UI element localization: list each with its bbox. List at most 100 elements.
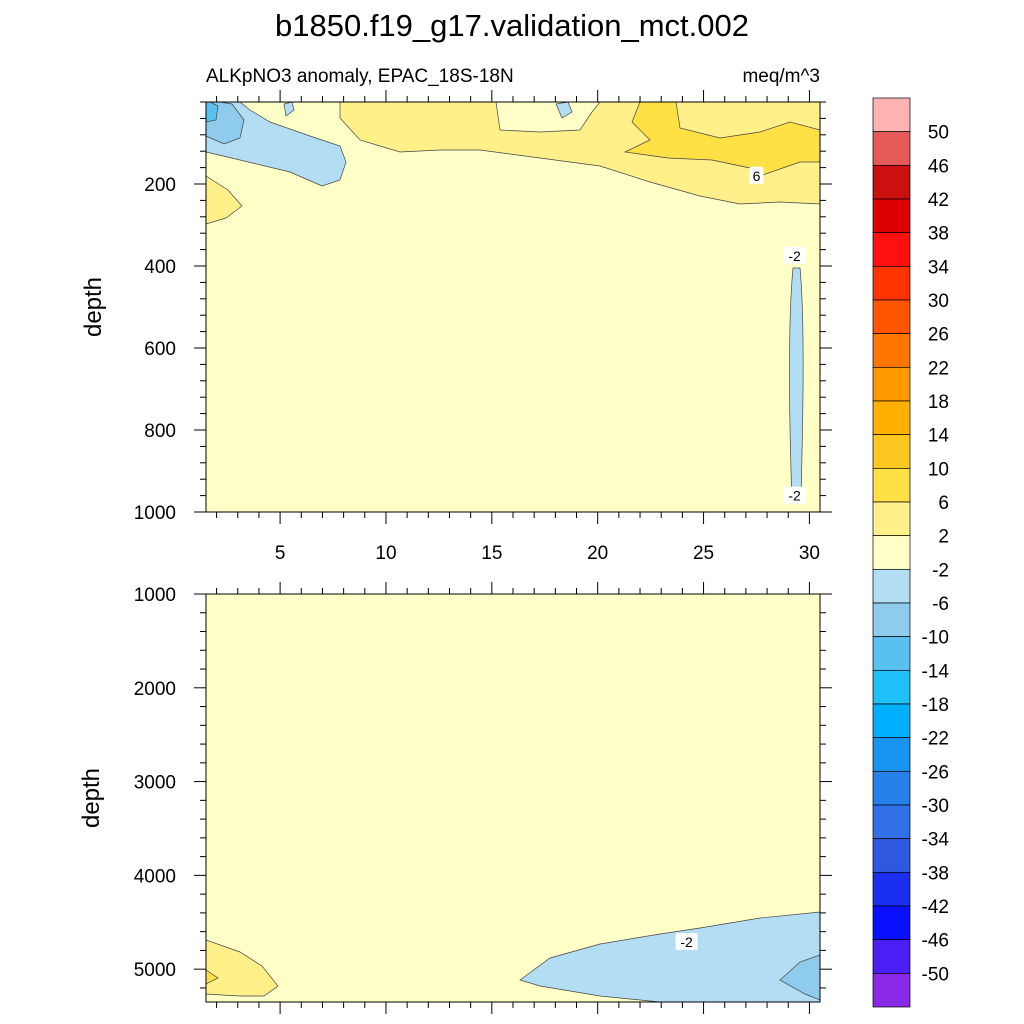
y-tick-label: 800: [144, 421, 176, 442]
colorbar-level-label: -2: [932, 560, 949, 581]
x-tick-label: 25: [693, 543, 714, 564]
upper-x-axis: 5 10 15 20 25 30: [216, 90, 820, 564]
colorbar-swatch: [872, 602, 911, 638]
colorbar-level-label: 34: [928, 257, 950, 278]
lower-negative-core: [779, 954, 820, 1001]
colorbar-swatch: [872, 366, 911, 402]
colorbar-level-label: 46: [928, 156, 949, 177]
colorbar-level-label: -30: [922, 796, 949, 817]
y-tick-label: 400: [144, 257, 176, 278]
upper-y-axis: 200 400 600 800 1000: [134, 101, 832, 524]
upper-negative-blob-mid: [555, 102, 573, 119]
colorbar-level-label: 22: [928, 358, 949, 379]
lower-positive-core: [206, 969, 219, 985]
x-tick-label: 15: [481, 543, 502, 564]
x-tick-label: 10: [375, 543, 396, 564]
colorbar-level-label: 10: [928, 459, 949, 480]
upper-negative-core-14: [206, 102, 219, 123]
colorbar-level-label: 50: [928, 123, 949, 144]
colorbar-swatch: [872, 669, 911, 705]
colorbar-level-label: 14: [928, 426, 950, 447]
colorbar-level-label: -46: [922, 931, 949, 952]
colorbar-level-label: -22: [922, 729, 949, 750]
colorbar-level-label: -38: [922, 863, 949, 884]
colorbar-level-label: -42: [922, 897, 949, 918]
colorbar: 50 46 42 38 34 30 26 22 18 14 10 6 2 -2 -6 -10 -14 -18 -22…: [872, 97, 950, 1008]
colorbar-level-label: 38: [928, 224, 949, 245]
colorbar-level-label: 30: [928, 291, 949, 312]
colorbar-swatch: [872, 232, 911, 267]
colorbar-swatch: [872, 333, 911, 368]
chart-subtitle-left: ALKpNO3 anomaly, EPAC_18S-18N: [206, 66, 514, 87]
upper-negative-blob-small: [283, 102, 295, 117]
lower-y-axis: 1000 2000 3000 4000 5000: [134, 585, 832, 989]
contour-label: -2: [680, 934, 693, 950]
colorbar-level-label: 2: [938, 527, 949, 548]
contour-label-box: [749, 166, 764, 184]
colorbar-swatch: [872, 905, 911, 941]
contour-label: -2: [788, 248, 801, 264]
colorbar-level-label: 18: [928, 392, 949, 413]
y-tick-label: 1000: [134, 503, 176, 524]
colorbar-level-label: 6: [938, 493, 949, 514]
contour-label-box: [783, 486, 806, 504]
colorbar-swatch: [872, 400, 911, 436]
upper-panel: 6 -2 -2 5 10 15 20 25 30 200 400 600 800 1000 depth: [80, 90, 832, 564]
x-tick-label: 30: [799, 543, 820, 564]
colorbar-level-label: 26: [928, 325, 949, 346]
colorbar-level-label: -10: [922, 628, 949, 649]
upper-positive-band-2-left: [206, 175, 243, 225]
colorbar-level-label: -6: [932, 594, 949, 615]
colorbar-swatch: [872, 299, 911, 335]
lower-negative-patch: [519, 911, 820, 1002]
y-tick-label: 3000: [134, 773, 176, 794]
contour-label: -2: [788, 488, 801, 504]
chart-subtitle-right: meq/m^3: [742, 66, 820, 87]
x-tick-label: 5: [275, 543, 286, 564]
colorbar-swatch: [872, 131, 911, 166]
colorbar-swatch: [872, 737, 911, 772]
upper-positive-notch-2: [675, 102, 820, 139]
upper-negative-filament: [789, 267, 804, 504]
y-tick-label: 600: [144, 339, 176, 360]
upper-contour-labels: 6 -2 -2: [749, 166, 806, 504]
lower-positive-patch: [206, 939, 279, 997]
colorbar-swatch: [872, 871, 911, 907]
lower-panel: -2 1000 2000 3000 4000 5000 depth: [78, 582, 832, 1014]
y-tick-label: 2000: [134, 679, 176, 700]
y-tick-label: 5000: [134, 960, 176, 981]
colorbar-swatch: [872, 804, 911, 840]
upper-y-label: depth: [80, 277, 107, 337]
y-tick-label: 4000: [134, 866, 176, 887]
contour-label-box: [783, 246, 806, 264]
lower-x-axis: [216, 582, 810, 1014]
colorbar-swatch: [872, 770, 911, 806]
x-tick-label: 20: [587, 543, 608, 564]
y-tick-label: 1000: [134, 585, 176, 606]
contour-label-box: [675, 932, 698, 950]
colorbar-level-label: -26: [922, 762, 949, 783]
colorbar-swatch: [872, 265, 911, 301]
colorbar-level-label: -18: [922, 695, 949, 716]
colorbar-level-label: -50: [922, 964, 949, 985]
y-tick-label: 200: [144, 175, 176, 196]
colorbar-swatch: [872, 568, 911, 604]
lower-contour-labels: -2: [675, 932, 698, 950]
colorbar-level-label: -34: [922, 830, 950, 851]
lower-y-label: depth: [78, 768, 105, 828]
chart-title: b1850.f19_g17.validation_mct.002: [275, 8, 749, 43]
colorbar-swatch: [872, 636, 911, 671]
colorbar-swatch: [872, 97, 911, 133]
colorbar-swatch: [872, 198, 911, 234]
colorbar-swatch: [872, 434, 911, 469]
colorbar-swatch: [872, 838, 911, 873]
colorbar-swatch: [872, 972, 911, 1008]
colorbar-swatch: [872, 939, 911, 974]
colorbar-swatch: [872, 501, 911, 537]
upper-neutral-island: [495, 102, 601, 133]
colorbar-swatch: [872, 164, 911, 200]
colorbar-swatch: [872, 703, 911, 739]
colorbar-swatch: [872, 467, 911, 503]
colorbar-swatch: [872, 535, 911, 570]
